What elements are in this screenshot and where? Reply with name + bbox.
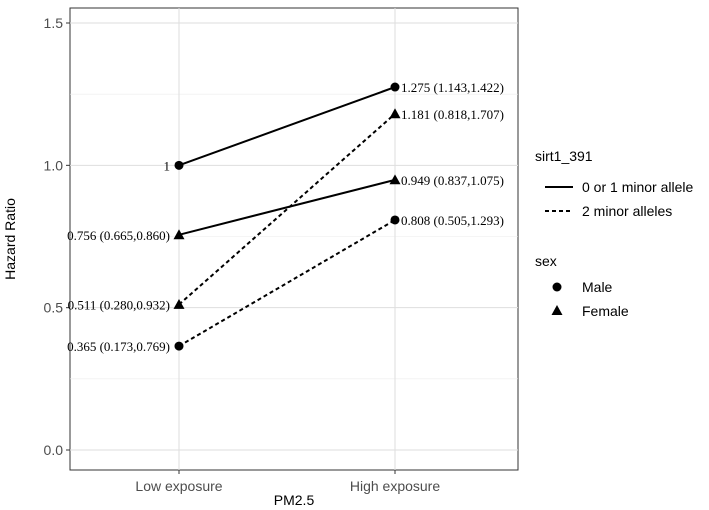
data-point-male-0-0	[174, 160, 184, 170]
data-label-0-1: 1.275 (1.143,1.422)	[401, 80, 504, 95]
legend: sirt1_391 0 or 1 minor allele 2 minor al…	[535, 148, 693, 319]
series-line-0	[178, 86, 396, 167]
y-axis-title: Hazard Ratio	[2, 198, 18, 280]
y-axis-ticks: 0.0 0.5 1.0 1.5	[44, 15, 70, 458]
series-line-1	[178, 178, 396, 236]
panel-background	[69, 7, 519, 471]
y-tick-label-2: 1.0	[44, 157, 64, 173]
data-point-male-3-0	[174, 341, 184, 351]
x-tick-label-1: High exposure	[350, 478, 440, 494]
x-axis-ticks: Low exposure High exposure	[135, 470, 440, 494]
data-label-3-0: 0.365 (0.173,0.769)	[67, 339, 170, 354]
series-group	[173, 82, 401, 351]
data-label-1-0: 0.756 (0.665,0.860)	[67, 228, 170, 243]
data-point-male-3-1	[390, 215, 400, 225]
data-label-2-0: 0.511 (0.280,0.932)	[68, 298, 170, 313]
y-tick-label-1: 0.5	[44, 300, 64, 316]
y-tick-label-3: 1.5	[44, 15, 64, 31]
legend-shape-item-male: Male	[582, 279, 613, 295]
legend-male-circle-key	[552, 282, 562, 292]
x-axis-title: PM2.5	[274, 492, 315, 508]
data-point-female-1-0	[173, 229, 185, 240]
series-line-2	[178, 113, 396, 306]
legend-shape-title: sex	[535, 253, 557, 269]
legend-linetype-item-1: 0 or 1 minor allele	[582, 179, 693, 195]
data-label-0-0: 1	[164, 158, 171, 173]
data-point-male-0-1	[390, 82, 400, 92]
legend-linetype-title: sirt1_391	[535, 148, 593, 164]
data-label-2-1: 1.181 (0.818,1.707)	[401, 107, 504, 122]
data-point-female-2-0	[173, 299, 185, 309]
legend-linetype-item-2: 2 minor alleles	[582, 203, 672, 219]
data-label-3-1: 0.808 (0.505,1.293)	[401, 213, 504, 228]
legend-shape-item-female: Female	[582, 303, 629, 319]
x-tick-label-0: Low exposure	[135, 478, 222, 494]
data-point-female-2-1	[389, 108, 401, 119]
data-label-1-1: 0.949 (0.837,1.075)	[401, 173, 504, 188]
y-tick-label-0: 0.0	[44, 442, 64, 458]
legend-female-triangle-key	[551, 305, 563, 315]
data-point-female-1-1	[389, 174, 401, 185]
data-labels-group: 1 1.275 (1.143,1.422) 0.756 (0.665,0.860) 0…	[67, 80, 504, 354]
